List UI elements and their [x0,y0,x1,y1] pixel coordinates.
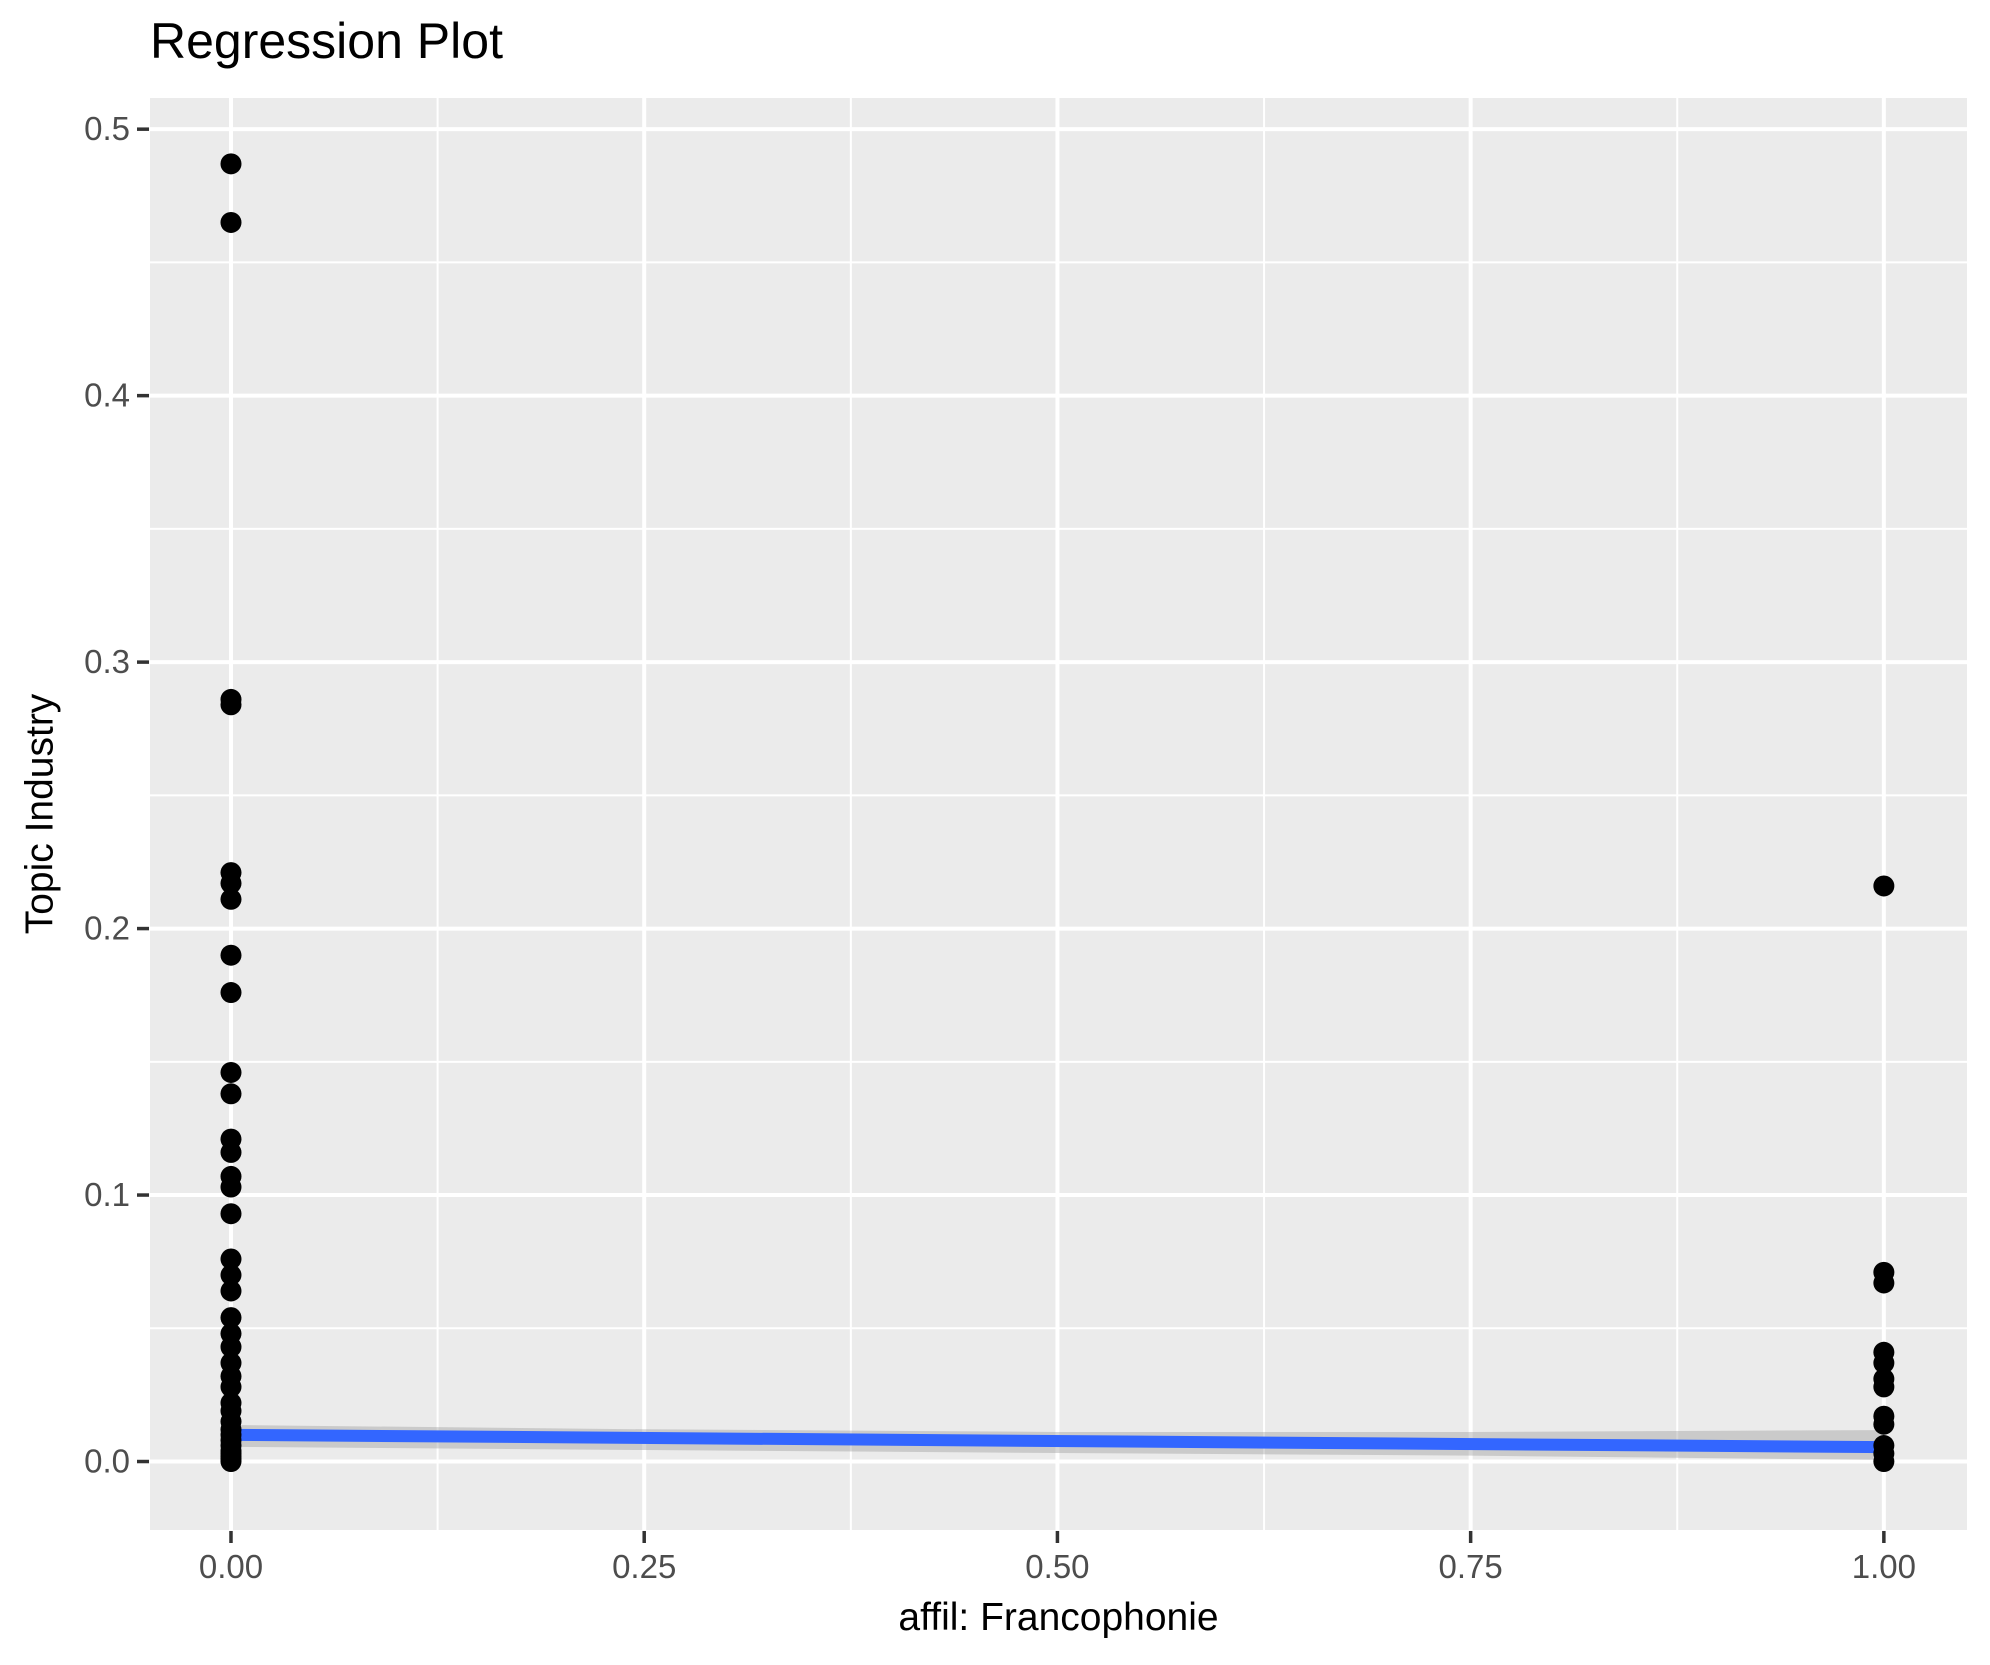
y-tick-label: 0.5 [84,110,130,147]
x-axis-title: affil: Francophonie [898,1596,1219,1639]
y-axis-title: Topic Industry [18,693,62,935]
data-point [220,944,242,966]
data-point [1873,1451,1895,1473]
x-tick-label: 0.25 [612,1548,676,1585]
y-tick-label: 0.3 [84,643,130,680]
data-point [1873,1272,1895,1294]
y-tick-label: 0.0 [84,1443,130,1480]
plot-title: Regression Plot [150,13,503,69]
data-point [220,1264,242,1286]
data-point [220,1176,242,1198]
data-point [220,888,242,910]
data-point [220,211,242,233]
data-point [1873,875,1895,897]
y-tick-label: 0.1 [84,1176,130,1213]
data-point [220,1307,242,1329]
x-tick-label: 1.00 [1852,1548,1916,1585]
data-point [220,982,242,1004]
data-point [220,1061,242,1083]
data-point [220,153,242,175]
x-tick-label: 0.75 [1439,1548,1503,1585]
data-point [220,694,242,716]
data-point [220,1248,242,1270]
data-point [220,1376,242,1398]
x-tick-label: 0.50 [1025,1548,1089,1585]
regression-line [230,1428,1884,1454]
x-tick-label: 0.00 [199,1548,263,1585]
data-point [220,1336,242,1358]
data-point [1873,1413,1895,1435]
data-point [220,1451,242,1473]
data-point [220,1141,242,1163]
data-point [1873,1352,1895,1374]
data-point [220,1203,242,1225]
y-tick-label: 0.4 [84,377,130,414]
data-point [220,872,242,894]
y-tick-label: 0.2 [84,910,130,947]
data-point [220,1083,242,1105]
data-point [1873,1376,1895,1398]
data-point [220,1280,242,1302]
